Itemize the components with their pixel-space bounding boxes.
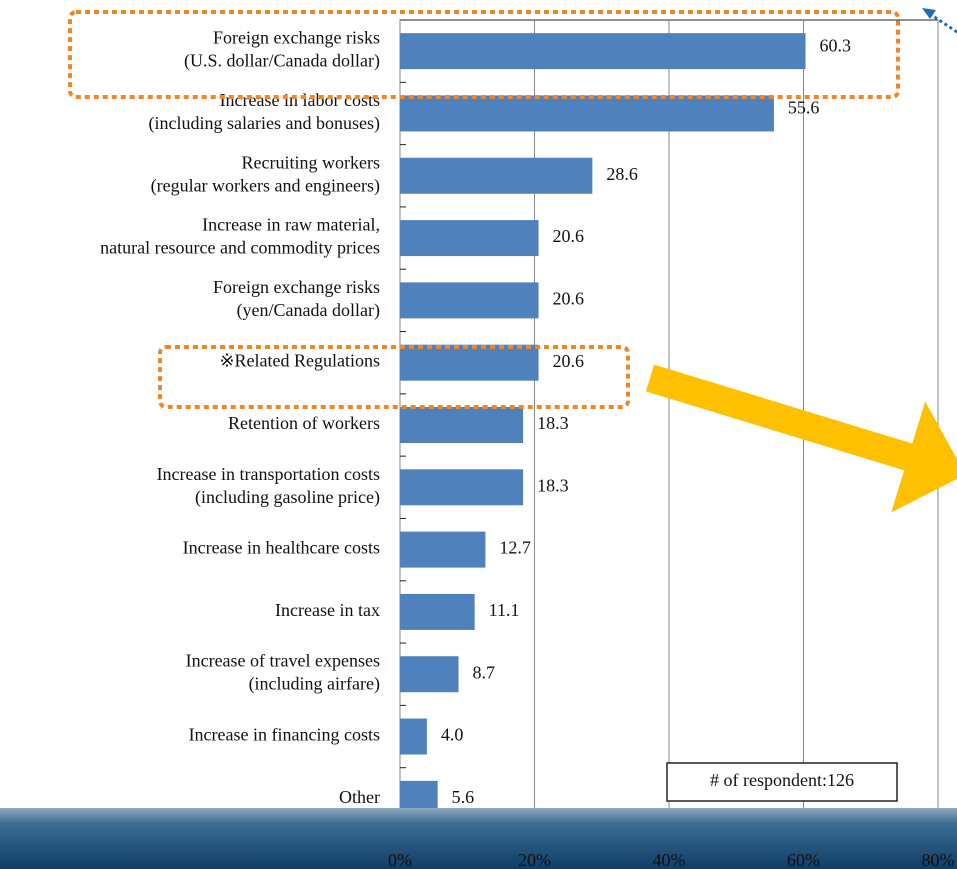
data-label: 20.6 — [553, 289, 585, 309]
bar — [400, 220, 539, 257]
x-tick-label: 60% — [787, 850, 820, 869]
bar — [400, 344, 539, 381]
arrow — [645, 364, 957, 513]
category-label: Increase in financing costs — [189, 725, 380, 745]
bar — [400, 282, 539, 319]
data-label: 20.6 — [553, 351, 585, 371]
annotation: # of respondent:126 — [710, 770, 854, 790]
bar — [400, 718, 427, 755]
bar — [400, 407, 524, 443]
category-label: Foreign exchange risks (yen/Canada dollar… — [213, 277, 380, 321]
category-label: Foreign exchange risks (U.S. dollar/Canad… — [184, 28, 380, 72]
data-label: 28.6 — [606, 164, 638, 184]
category-label: Increase in healthcare costs — [183, 538, 380, 558]
x-tick-label: 0% — [388, 850, 412, 869]
category-label: Increase in raw material, natural resourc… — [100, 215, 380, 258]
dotted-arrow — [929, 12, 957, 34]
x-tick-label: 40% — [653, 850, 686, 869]
category-label: Increase in transportation costs (includi… — [157, 464, 380, 508]
data-label: 18.3 — [537, 413, 569, 433]
category-label: Increase in labor costs (including salari… — [149, 90, 380, 134]
data-label: 12.7 — [499, 538, 530, 558]
bar — [400, 33, 806, 70]
bar — [400, 469, 524, 506]
data-label: 5.6 — [452, 787, 475, 807]
bar — [400, 95, 774, 132]
category-label: Increase of travel expenses (including ai… — [186, 651, 380, 695]
category-label: Retention of workers — [228, 413, 380, 433]
bar — [400, 531, 486, 568]
category-label: Recruiting workers (regular workers and e… — [151, 152, 380, 196]
arrow-head — [922, 8, 936, 19]
footer-band — [0, 808, 957, 869]
category-label: Other — [339, 787, 380, 807]
x-tick-label: 20% — [518, 850, 551, 869]
data-label: 4.0 — [441, 725, 464, 745]
category-label: Increase in tax — [275, 600, 380, 620]
data-label: 55.6 — [788, 98, 820, 118]
bar — [400, 593, 475, 630]
annotation-box — [666, 762, 898, 802]
category-label: ※Related Regulations — [219, 351, 380, 371]
data-label: 18.3 — [537, 475, 569, 495]
bar — [400, 157, 593, 194]
data-label: 60.3 — [820, 35, 852, 55]
data-label: 11.1 — [489, 600, 520, 620]
bar — [400, 656, 459, 693]
highlight-box — [158, 345, 630, 409]
data-label: 20.6 — [553, 226, 585, 246]
data-label: 8.7 — [473, 662, 496, 682]
x-tick-label: 80% — [922, 850, 955, 869]
highlight-box — [68, 10, 900, 99]
